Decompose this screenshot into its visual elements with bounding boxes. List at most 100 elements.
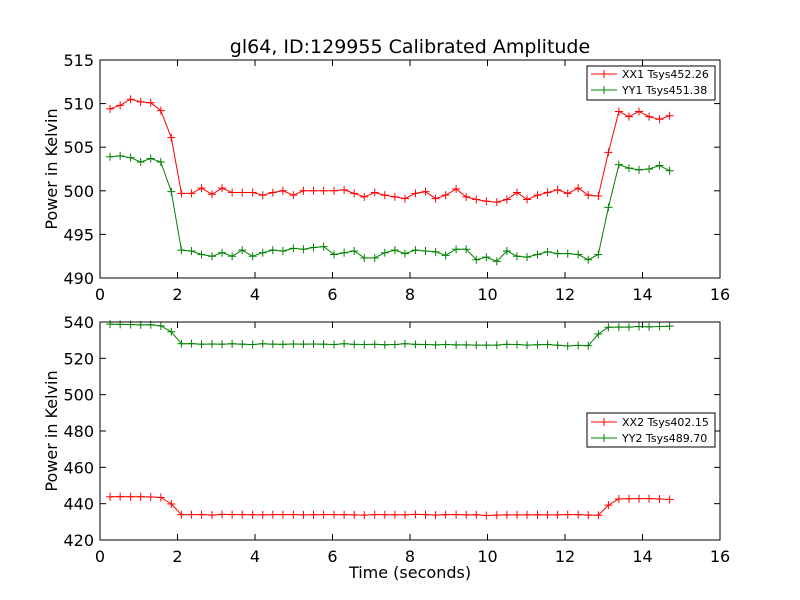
data-point-xx1 xyxy=(350,189,359,198)
data-point-yy2 xyxy=(228,339,237,348)
data-point-yy1 xyxy=(431,247,440,256)
data-point-yy1 xyxy=(187,246,196,255)
data-point-yy2 xyxy=(289,339,298,348)
data-point-yy1 xyxy=(523,253,532,262)
data-point-yy1 xyxy=(340,248,349,257)
data-point-yy2 xyxy=(665,322,674,331)
data-point-yy1 xyxy=(543,247,552,256)
data-point-xx2 xyxy=(390,510,399,519)
data-point-yy2 xyxy=(512,340,521,349)
data-point-xx1 xyxy=(218,184,227,193)
data-point-xx1 xyxy=(360,192,369,201)
data-point-xx2 xyxy=(492,511,501,520)
bottom-x-tick-label: 0 xyxy=(95,547,105,566)
data-point-xx1 xyxy=(614,107,623,116)
data-point-yy1 xyxy=(248,252,257,261)
data-point-xx2 xyxy=(655,494,664,503)
data-point-xx2 xyxy=(278,510,287,519)
data-point-xx2 xyxy=(441,510,450,519)
data-point-xx2 xyxy=(584,511,593,520)
data-point-xx2 xyxy=(665,495,674,504)
data-point-xx1 xyxy=(167,133,176,142)
data-point-xx1 xyxy=(431,194,440,203)
data-point-xx1 xyxy=(207,190,216,199)
data-point-yy1 xyxy=(533,250,542,259)
data-point-xx1 xyxy=(441,191,450,200)
data-point-xx2 xyxy=(177,510,186,519)
data-point-xx1 xyxy=(512,188,521,197)
top-y-axis-label: Power in Kelvin xyxy=(42,108,61,229)
data-point-yy2 xyxy=(319,340,328,349)
data-point-yy1 xyxy=(126,153,135,162)
data-point-yy2 xyxy=(543,340,552,349)
data-point-xx1 xyxy=(563,189,572,198)
data-point-yy1 xyxy=(350,246,359,255)
bottom-y-tick-label: 520 xyxy=(63,349,94,368)
data-point-yy1 xyxy=(116,151,125,160)
data-point-xx2 xyxy=(238,510,247,519)
data-point-xx1 xyxy=(665,111,674,120)
data-point-xx1 xyxy=(452,185,461,194)
data-point-xx1 xyxy=(299,186,308,195)
bottom-x-tick-label: 16 xyxy=(710,547,730,566)
data-point-yy1 xyxy=(655,161,664,170)
data-point-yy1 xyxy=(563,249,572,258)
data-point-xx1 xyxy=(289,191,298,200)
data-point-yy1 xyxy=(278,246,287,255)
bottom-axis-ticks: 0 2 4 6 8 10 12 14 16 420 440 460 480 500 520 540 xyxy=(63,313,730,566)
data-point-yy2 xyxy=(340,339,349,348)
data-point-yy2 xyxy=(635,322,644,331)
legend-xx1-label: XX1 Tsys452.26 xyxy=(622,68,709,81)
data-point-xx2 xyxy=(421,510,430,519)
data-point-xx2 xyxy=(482,511,491,520)
data-point-yy1 xyxy=(197,250,206,259)
data-point-xx2 xyxy=(594,511,603,520)
data-point-yy1 xyxy=(472,255,481,264)
top-y-tick-label: 515 xyxy=(63,51,94,70)
data-point-yy1 xyxy=(106,152,115,161)
bottom-x-tick-label: 2 xyxy=(172,547,182,566)
data-point-yy1 xyxy=(624,164,633,173)
data-point-xx1 xyxy=(146,98,155,107)
data-point-xx2 xyxy=(309,510,318,519)
data-point-xx2 xyxy=(299,510,308,519)
data-point-yy1 xyxy=(136,158,145,167)
data-point-yy2 xyxy=(584,341,593,350)
data-point-yy2 xyxy=(218,340,227,349)
data-point-yy1 xyxy=(207,252,216,261)
top-x-tick-label: 16 xyxy=(710,285,730,304)
top-x-tick-label: 2 xyxy=(172,285,182,304)
data-point-yy2 xyxy=(278,340,287,349)
data-point-yy1 xyxy=(635,165,644,174)
data-point-yy2 xyxy=(156,321,165,330)
bottom-x-tick-label: 14 xyxy=(632,547,652,566)
data-point-yy1 xyxy=(400,249,409,258)
data-point-yy2 xyxy=(441,340,450,349)
data-point-xx1 xyxy=(472,195,481,204)
data-point-yy1 xyxy=(482,253,491,262)
data-point-yy1 xyxy=(452,245,461,254)
data-point-yy2 xyxy=(421,340,430,349)
data-point-xx2 xyxy=(167,500,176,509)
data-point-xx1 xyxy=(177,189,186,198)
data-point-yy2 xyxy=(594,329,603,338)
data-point-yy2 xyxy=(624,323,633,332)
data-point-yy2 xyxy=(462,340,471,349)
data-point-xx2 xyxy=(452,510,461,519)
data-point-yy1 xyxy=(492,257,501,266)
data-point-xx1 xyxy=(462,192,471,201)
data-point-yy2 xyxy=(431,340,440,349)
data-point-yy1 xyxy=(319,242,328,251)
bottom-y-axis-label: Power in Kelvin xyxy=(42,370,61,491)
data-point-xx2 xyxy=(319,510,328,519)
data-point-xx1 xyxy=(604,148,613,157)
bottom-axes-frame xyxy=(99,321,721,541)
data-point-yy2 xyxy=(177,339,186,348)
bottom-y-tick-label: 540 xyxy=(63,313,94,332)
data-point-xx2 xyxy=(543,510,552,519)
top-axes-frame xyxy=(99,59,721,279)
data-point-xx1 xyxy=(258,191,267,200)
data-point-yy1 xyxy=(411,246,420,255)
top-x-tick-label: 14 xyxy=(632,285,652,304)
